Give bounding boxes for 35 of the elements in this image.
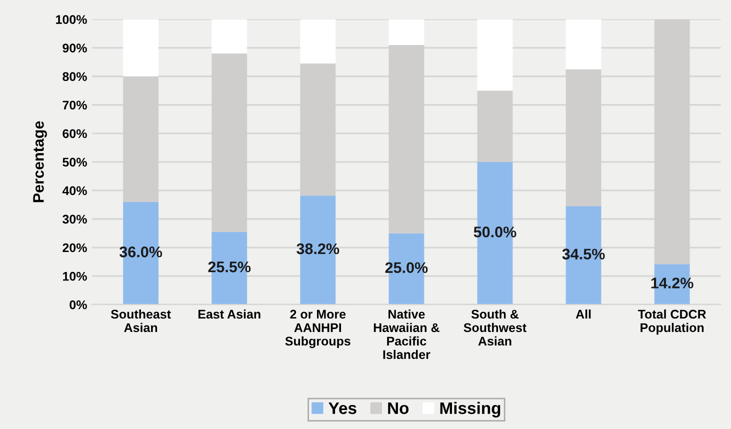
x-tick-label: East Asian (198, 309, 260, 319)
x-tick-label: Native Hawaiian & Pacific Islander (374, 309, 440, 360)
y-tick-label: 30% (62, 214, 87, 224)
bar (300, 19, 336, 64)
bar (388, 19, 424, 45)
legend-label: Missing (440, 402, 500, 418)
data-label: 34.5% (562, 248, 605, 260)
y-tick-label: 80% (62, 72, 87, 82)
legend-label: No (388, 402, 409, 414)
data-label: 25.0% (385, 262, 428, 274)
bar (566, 19, 602, 70)
x-tick-label: 2 or More AANHPI Subgroups (285, 310, 350, 348)
y-tick-label: 40% (62, 186, 87, 196)
y-tick-label: 60% (62, 129, 87, 138)
bar (123, 19, 159, 76)
y-tick-label: 10% (63, 272, 87, 281)
y-tick-label: 70% (62, 100, 87, 110)
y-tick-label: 90% (62, 44, 87, 52)
x-tick-label: Southeast Asian (110, 309, 171, 332)
data-label: 14.2% (651, 278, 694, 288)
bar (477, 19, 513, 91)
data-label: 25.5% (208, 262, 251, 272)
x-tick-label: Total CDCR Population (638, 309, 706, 335)
y-tick-label: 0% (70, 300, 87, 310)
data-label: 36.0% (119, 246, 162, 258)
x-tick-label: South & Southwest Asian (464, 309, 526, 346)
bar (212, 19, 248, 54)
y-tick-label: 100% (56, 15, 87, 24)
legend-label: Yes (328, 402, 356, 414)
y-tick-label: 50% (62, 158, 87, 167)
y-tick-label: 20% (62, 243, 87, 252)
data-label: 38.2% (296, 243, 340, 254)
x-tick-label: All (576, 309, 591, 319)
data-label: 50.0% (474, 226, 516, 238)
y-axis-title: Percentage (33, 121, 47, 202)
